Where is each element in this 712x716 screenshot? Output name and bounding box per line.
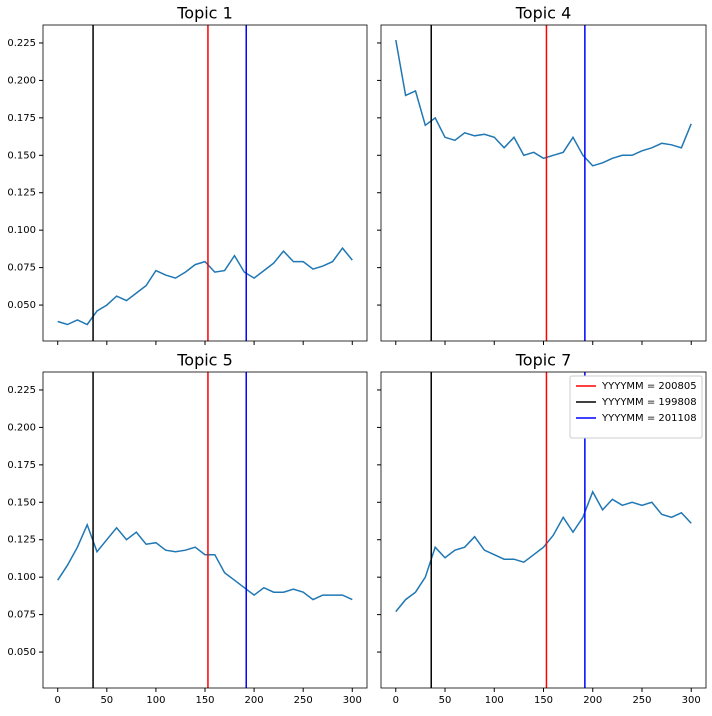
y-tick-label: 0.150 <box>7 150 36 161</box>
y-tick-label: 0.150 <box>7 497 36 508</box>
x-tick-label: 250 <box>294 695 313 706</box>
x-tick-label: 300 <box>343 695 362 706</box>
y-tick-label: 0.125 <box>7 535 36 546</box>
legend-box <box>569 375 703 439</box>
axes-frame <box>42 371 368 689</box>
y-tick-label: 0.100 <box>7 572 36 583</box>
series-line <box>57 246 353 326</box>
x-tick-label: 100 <box>146 695 165 706</box>
subplot-title: Topic 7 <box>515 351 572 370</box>
legend-label: YYYYMM = 200805 <box>601 381 697 392</box>
x-tick-label: 150 <box>195 695 214 706</box>
y-tick-label: 0.075 <box>7 610 36 621</box>
axes-frame <box>380 371 707 689</box>
legend-label: YYYYMM = 199808 <box>601 397 697 408</box>
subplot-title: Topic 1 <box>176 4 233 23</box>
legend-label: YYYYMM = 201108 <box>601 413 697 424</box>
y-tick-label: 0.050 <box>7 300 36 311</box>
x-tick-label: 250 <box>632 695 651 706</box>
y-tick-label: 0.175 <box>7 460 36 471</box>
axes-frame <box>380 24 707 342</box>
y-tick-label: 0.075 <box>7 263 36 274</box>
subplot-title: Topic 4 <box>515 4 572 23</box>
y-tick-label: 0.125 <box>7 188 36 199</box>
x-tick-label: 150 <box>534 695 553 706</box>
series-line <box>57 522 353 601</box>
x-tick-label: 50 <box>439 695 452 706</box>
y-tick-label: 0.225 <box>7 385 36 396</box>
axes-frame <box>42 24 368 342</box>
series-line <box>395 490 692 613</box>
x-tick-label: 200 <box>583 695 602 706</box>
y-tick-label: 0.050 <box>7 647 36 658</box>
x-tick-label: 50 <box>100 695 113 706</box>
x-tick-label: 0 <box>393 695 399 706</box>
y-tick-label: 0.200 <box>7 422 36 433</box>
x-tick-label: 0 <box>55 695 61 706</box>
x-tick-label: 100 <box>485 695 504 706</box>
series-line <box>395 39 692 167</box>
x-tick-label: 300 <box>682 695 701 706</box>
x-tick-label: 200 <box>245 695 264 706</box>
y-tick-label: 0.225 <box>7 38 36 49</box>
y-tick-label: 0.100 <box>7 225 36 236</box>
subplot-title: Topic 5 <box>176 351 233 370</box>
y-tick-label: 0.175 <box>7 113 36 124</box>
y-tick-label: 0.200 <box>7 75 36 86</box>
